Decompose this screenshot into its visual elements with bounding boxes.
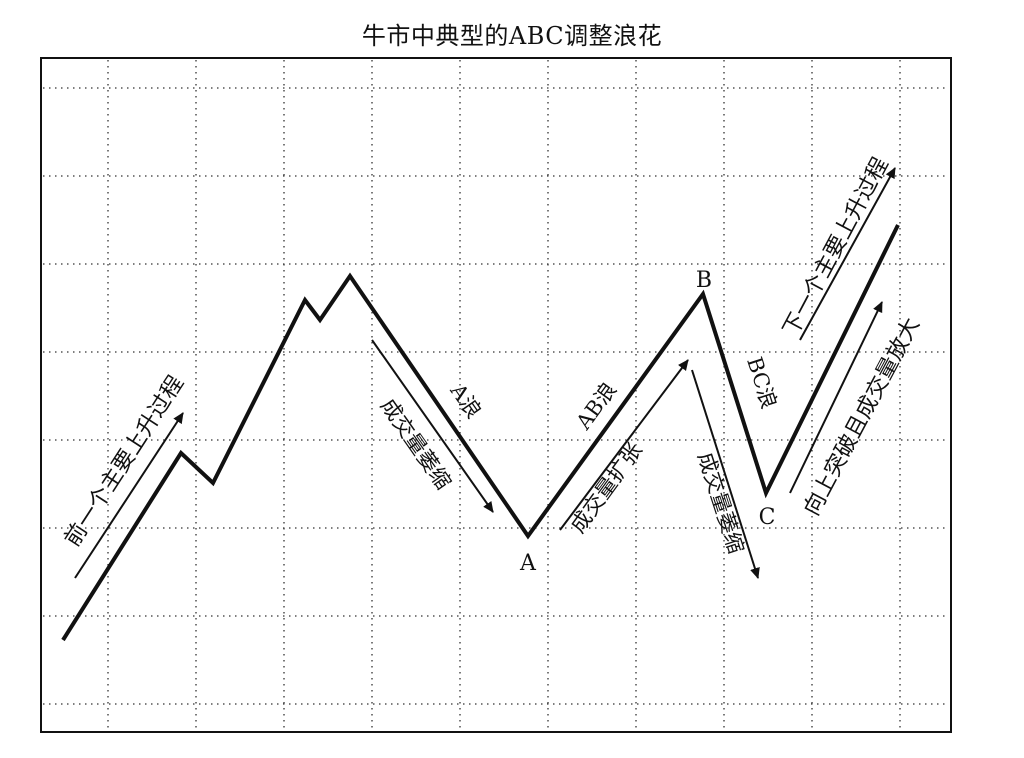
next-rise-arrow xyxy=(799,167,896,341)
bc-volume-label: 成交量萎缩 xyxy=(693,449,748,556)
point-b-label: B xyxy=(696,268,712,293)
ab-volume-label: 成交量扩张 xyxy=(566,438,647,537)
prev-rise-label: 前一个主要上升过程 xyxy=(60,372,189,552)
point-c-label: C xyxy=(759,505,776,530)
point-a-label: A xyxy=(519,551,537,576)
a-volume-label: 成交量萎缩 xyxy=(376,394,456,494)
a-wave-volume-arrow xyxy=(371,339,494,513)
diagram-frame xyxy=(40,57,952,733)
prev-rise-arrow xyxy=(74,412,184,579)
price-path xyxy=(61,224,900,642)
grid xyxy=(43,60,949,730)
breakout-arrow xyxy=(789,301,883,494)
ab-wave-label: AB浪 xyxy=(571,378,621,435)
bc-wave-label: BC浪 xyxy=(742,354,781,412)
diagram-title: 牛市中典型的ABC调整浪花 xyxy=(361,22,663,50)
bc-wave-volume-arrow xyxy=(691,369,760,579)
a-wave-label: A浪 xyxy=(445,378,486,422)
ab-wave-volume-arrow xyxy=(559,359,689,531)
